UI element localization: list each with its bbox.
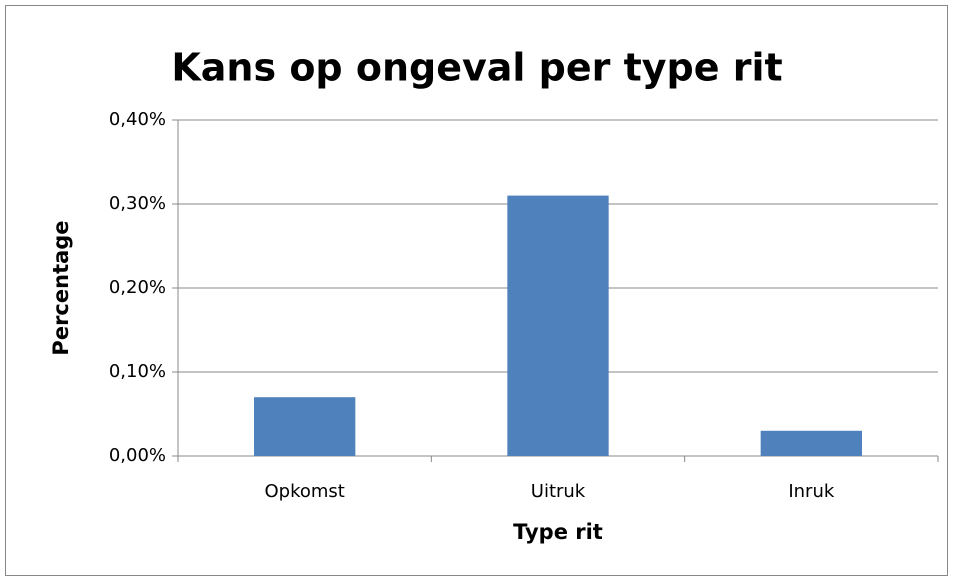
bar [507,195,609,456]
y-tick-label: 0,40% [109,109,166,130]
x-tick-label: Uitruk [531,481,586,502]
y-tick-label: 0,20% [109,277,166,298]
chart-title: Kans op ongeval per type rit [171,46,782,90]
y-axis-title: Percentage [49,220,73,355]
bar [760,430,862,456]
x-axis-title: Type rit [513,520,603,544]
y-tick-label: 0,10% [109,361,166,382]
y-tick-label: 0,00% [109,445,166,466]
x-tick-label: Opkomst [264,481,344,502]
y-tick-label: 0,30% [109,193,166,214]
bar [254,397,356,456]
chart-border [5,5,948,576]
x-tick-label: Inruk [788,481,835,502]
